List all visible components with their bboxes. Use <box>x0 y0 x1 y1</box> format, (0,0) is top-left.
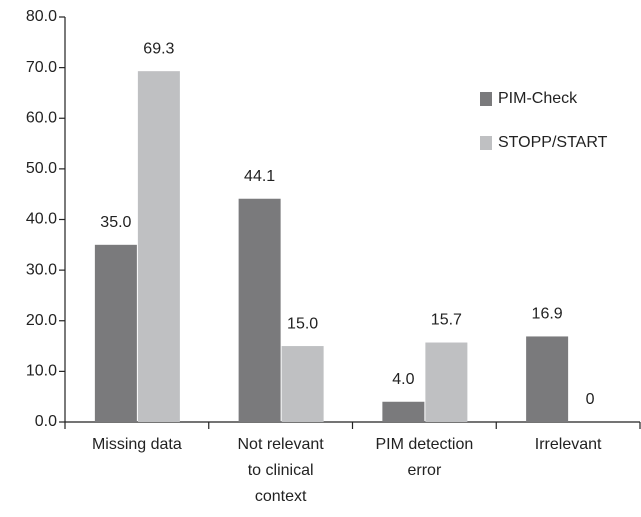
legend-swatch <box>480 92 492 106</box>
y-tick-label: 10.0 <box>26 363 57 380</box>
bar <box>137 71 180 422</box>
value-label: 0 <box>586 391 595 408</box>
bar <box>94 244 137 422</box>
value-label: 44.1 <box>244 168 275 185</box>
x-tick-label: Irrelevant <box>534 436 602 453</box>
value-label: 69.3 <box>143 40 174 57</box>
value-label: 4.0 <box>392 371 414 388</box>
x-tick-label: PIM detection error <box>375 436 474 479</box>
y-tick-label: 60.0 <box>26 109 57 126</box>
legend-swatch <box>480 136 492 150</box>
x-tick-label: Missing data <box>91 436 182 453</box>
bar <box>238 198 281 422</box>
bar <box>425 342 468 422</box>
y-tick-label: 20.0 <box>26 312 57 329</box>
y-tick-label: 80.0 <box>26 8 57 25</box>
y-tick-label: 40.0 <box>26 211 57 228</box>
y-tick-label: 50.0 <box>26 160 57 177</box>
y-tick-label: 0.0 <box>35 413 57 430</box>
bar <box>526 336 569 422</box>
legend-label: PIM-Check <box>498 90 578 107</box>
x-tick-label: Not relevant to clinical context <box>237 436 324 505</box>
legend-label: STOPP/START <box>498 134 608 151</box>
value-label: 15.0 <box>287 315 318 332</box>
value-label: 15.7 <box>431 312 462 329</box>
bar <box>281 346 324 422</box>
y-tick-label: 30.0 <box>26 261 57 278</box>
value-label: 16.9 <box>532 306 563 323</box>
y-tick-label: 70.0 <box>26 59 57 76</box>
bar <box>382 401 425 422</box>
value-label: 35.0 <box>100 214 131 231</box>
